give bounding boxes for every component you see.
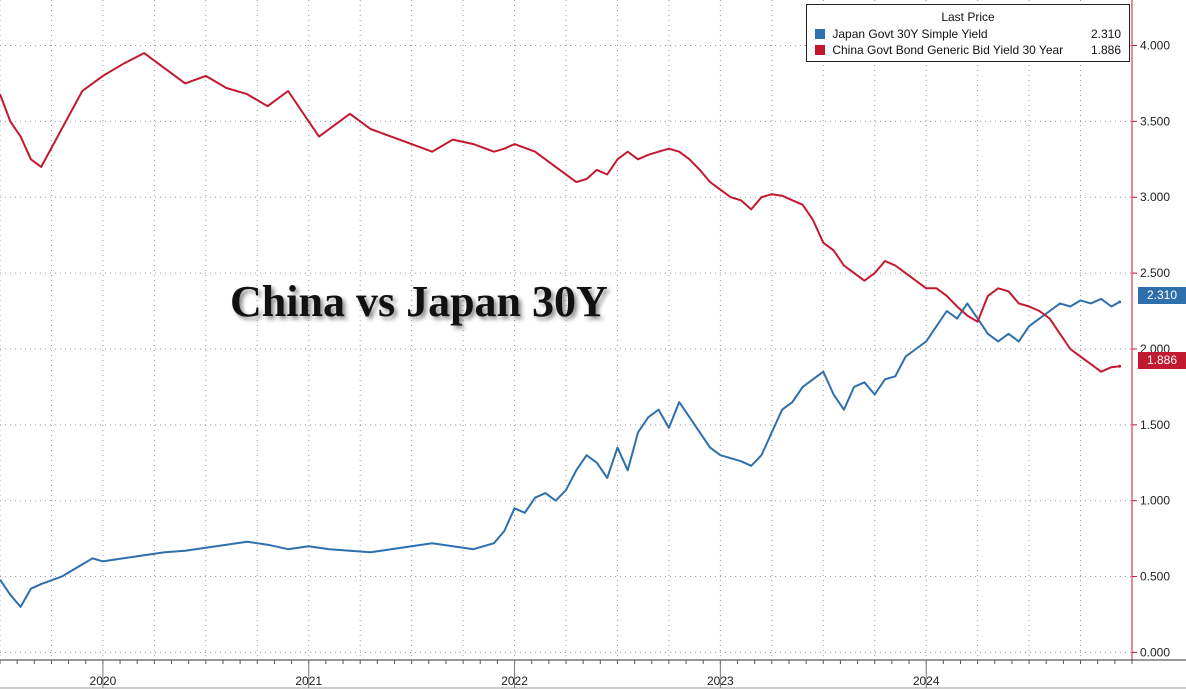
- x-tick-label: 2021: [295, 674, 322, 688]
- legend-item-china: China Govt Bond Generic Bid Yield 30 Yea…: [815, 42, 1121, 58]
- y-tick-label: 4.000: [1140, 39, 1170, 53]
- y-tick-label: 3.500: [1140, 114, 1170, 128]
- x-tick-label: 2022: [501, 674, 528, 688]
- series-line-japan: [0, 297, 1121, 608]
- x-tick-label: 2024: [913, 674, 940, 688]
- legend-item-japan: Japan Govt 30Y Simple Yield 2.310: [815, 26, 1121, 42]
- last-value-badge-china: 1.886: [1138, 352, 1186, 369]
- y-tick-label: 1.500: [1140, 418, 1170, 432]
- last-value-badge-japan: 2.310: [1138, 287, 1186, 304]
- chart-title: China vs Japan 30Y: [230, 277, 608, 326]
- y-tick-label: 0.500: [1140, 570, 1170, 584]
- legend-header: Last Price: [941, 10, 995, 24]
- y-tick-label: 1.000: [1140, 494, 1170, 508]
- series-line-china: [0, 52, 1120, 373]
- legend-label-china: China Govt Bond Generic Bid Yield 30 Yea…: [832, 43, 1064, 57]
- last-point-japan: [1118, 300, 1122, 304]
- series-lines: [0, 52, 1122, 608]
- legend: Last Price Japan Govt 30Y Simple Yield 2…: [806, 4, 1130, 62]
- legend-value-china: 1.886: [1090, 43, 1121, 57]
- last-point-china: [1118, 364, 1122, 368]
- y-tick-label: 2.500: [1140, 266, 1170, 280]
- y-tick-label: 3.000: [1140, 190, 1170, 204]
- x-tick-label: 2023: [707, 674, 734, 688]
- x-tick-label: 2020: [90, 674, 117, 688]
- y-tick-label: 0.000: [1140, 645, 1170, 659]
- legend-label-japan: Japan Govt 30Y Simple Yield: [832, 27, 988, 41]
- legend-swatch-japan: [815, 29, 825, 39]
- legend-swatch-china: [815, 45, 825, 55]
- legend-value-japan: 2.310: [1090, 27, 1121, 41]
- grid: [0, 0, 1133, 660]
